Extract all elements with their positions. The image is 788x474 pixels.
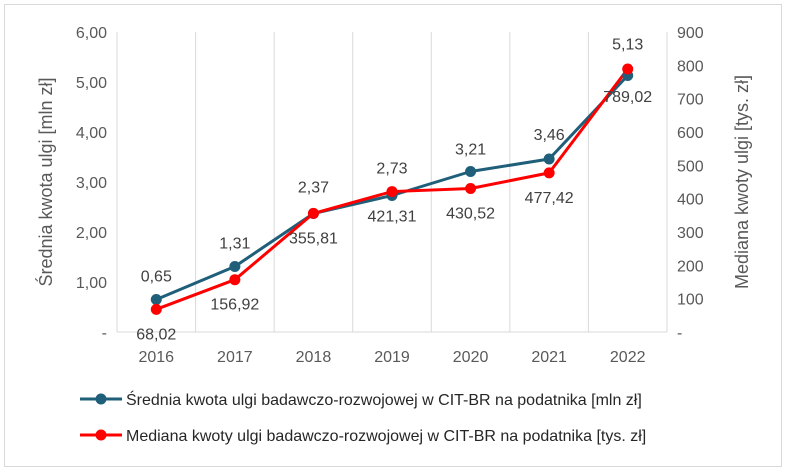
data-point-mediana [229,274,241,286]
y-right-tick-label: 100 [677,292,704,309]
data-point-mediana [307,207,319,219]
legend-marker [95,429,107,441]
data-point-mediana [386,186,398,198]
data-point-mediana [465,182,477,194]
data-label-srednia: 2,37 [298,180,329,197]
y-right-tick-label: 700 [677,92,704,109]
data-label-mediana: 477,42 [525,190,574,207]
y-right-tick-label: - [677,325,682,342]
y-left-tick-label: 5,00 [76,75,107,92]
y-left-tick-label: 2,00 [76,225,107,242]
y-left-tick-label: - [102,325,107,342]
data-point-srednia [465,166,477,177]
legend-entry: Średnia kwota ulgi badawczo-rozwojowej w… [126,390,642,409]
y-right-tick-label: 500 [677,158,704,175]
data-label-mediana: 68,02 [136,326,176,343]
data-label-mediana: 421,31 [368,209,417,226]
data-label-mediana: 789,02 [603,89,652,106]
y-right-tick-label: 800 [677,58,704,75]
chart-frame [4,4,782,467]
y-right-tick-label: 300 [677,225,704,242]
x-tick-label: 2022 [610,349,646,366]
legend-entry: Mediana kwoty ulgi badawczo-rozwojowej w… [126,428,646,445]
data-point-srednia [229,261,241,272]
y-left-tick-label: 1,00 [76,275,107,292]
x-tick-label: 2020 [453,349,489,366]
legend-marker [95,393,107,405]
y-left-tick-label: 6,00 [76,25,107,42]
data-label-mediana: 355,81 [289,230,338,247]
x-tick-label: 2016 [138,349,174,366]
y-left-tick-label: 3,00 [76,175,107,192]
data-label-srednia: 3,46 [534,127,565,144]
data-point-mediana [622,63,634,75]
y-left-tick-label: 4,00 [76,125,107,142]
y-right-axis-title: Mediana kwoty ulgi [tys. zł] [732,75,752,289]
data-point-srednia [150,294,162,305]
data-label-srednia: 5,13 [612,37,643,54]
data-label-mediana: 430,52 [446,205,495,222]
data-label-srednia: 1,31 [219,236,250,253]
x-tick-label: 2018 [296,349,332,366]
data-label-mediana: 156,92 [210,297,259,314]
x-tick-label: 2019 [374,349,410,366]
data-point-mediana [150,303,162,315]
y-right-tick-label: 900 [677,25,704,42]
x-tick-label: 2017 [217,349,253,366]
y-right-tick-label: 400 [677,192,704,209]
data-point-srednia [543,153,555,165]
y-right-tick-label: 600 [677,125,704,142]
x-tick-label: 2021 [531,349,567,366]
y-left-axis-title: Średnia kwota ulgi [mln zł] [35,77,56,286]
y-right-tick-label: 200 [677,258,704,275]
data-label-srednia: 3,21 [455,142,486,159]
data-label-srednia: 0,65 [141,269,172,286]
data-point-mediana [543,167,555,179]
data-label-srednia: 2,73 [376,161,407,178]
